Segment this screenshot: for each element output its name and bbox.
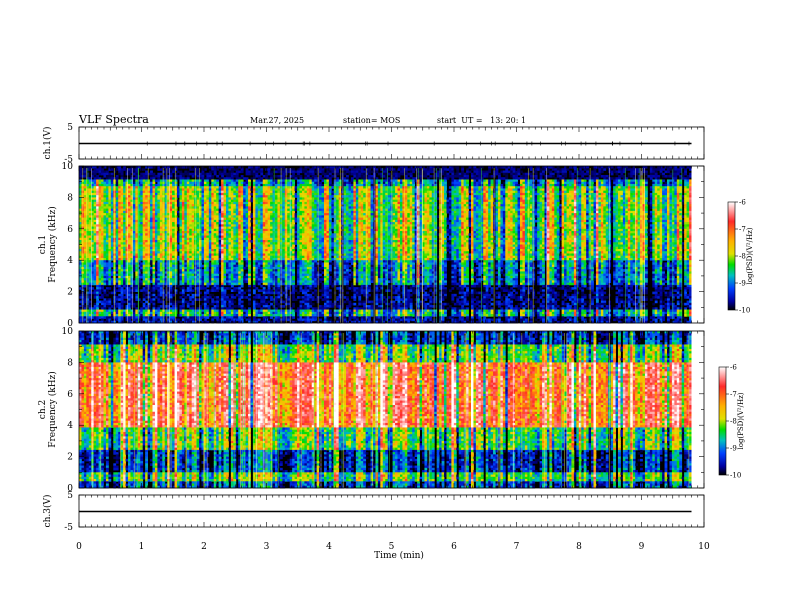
header-date: Mar.27, 2025 (250, 116, 304, 125)
ch1-y-axis-label: ch.1 (38, 235, 48, 254)
ch3-y-tick-label: 5 (67, 491, 73, 501)
ch1-colorbar-label: log(PSD)(V²/Hz) (746, 227, 754, 284)
x-tick-label: 10 (698, 542, 710, 552)
x-tick-label: 9 (639, 542, 645, 552)
colorbar-tick-label: -6 (739, 199, 746, 207)
ch1-y-axis-label: ch.1(V) (42, 127, 53, 160)
colorbar-tick-label: -8 (739, 253, 746, 261)
ch2-y-tick-label: 8 (67, 358, 73, 368)
x-tick-label: 0 (76, 542, 82, 552)
ch1-y-tick-label: 8 (67, 193, 73, 203)
x-tick-label: 6 (451, 542, 457, 552)
colorbar-tick-label: -9 (730, 445, 737, 453)
x-tick-label: 4 (326, 542, 332, 552)
x-axis-label: Time (min) (374, 550, 424, 561)
ch3-y-tick-label: -5 (64, 523, 73, 533)
ch1-y-tick-label: 4 (67, 256, 73, 266)
ch1-colorbar-gradient (728, 202, 735, 310)
x-tick-label: 3 (264, 542, 270, 552)
ch2-colorbar: -6 -7 -8 -9 -10 log(PSD)(V²/Hz) (719, 364, 745, 480)
chart-title: VLF Spectra (78, 113, 149, 126)
ch1-y-tick-label: 10 (62, 162, 74, 172)
ch2-y-tick-label: 2 (67, 453, 73, 463)
ch3-waveform-panel: 5 -5 ch.3(V) (42, 491, 704, 533)
colorbar-tick-label: -10 (739, 307, 750, 315)
header-station: station= MOS (343, 116, 400, 125)
ch2-spectrogram-image (79, 331, 692, 488)
ch1-y-tick-label: 2 (67, 288, 73, 298)
header-start-time: start UT = 13: 20: 1 (437, 116, 526, 125)
ch2-colorbar-gradient (719, 367, 726, 475)
ch2-y-tick-label: 4 (67, 421, 73, 431)
ch1-y-tick-label: 6 (67, 225, 73, 235)
colorbar-tick-label: -7 (730, 391, 737, 399)
ch2-y-axis-label: Frequency (kHz) (47, 371, 58, 448)
colorbar-tick-label: -10 (730, 472, 741, 480)
ch2-y-tick-label: 6 (67, 390, 73, 400)
ch3-y-axis-label: ch.3(V) (42, 495, 53, 528)
x-tick-label: 8 (576, 542, 582, 552)
vlf-spectra-figure: VLF Spectra Mar.27, 2025 station= MOS st… (0, 0, 792, 612)
ch1-y-axis-label: Frequency (kHz) (47, 206, 58, 283)
x-tick-label: 2 (201, 542, 207, 552)
x-tick-label: 1 (139, 542, 145, 552)
ch2-y-axis-label: ch.2 (38, 400, 48, 419)
ch1-y-tick-label: 5 (67, 123, 73, 133)
ch1-waveform-panel: 5-5ch.1(V) (42, 123, 704, 165)
colorbar-tick-label: -9 (739, 280, 746, 288)
colorbar-tick-label: -7 (739, 226, 746, 234)
ch1-colorbar: -6 -7 -8 -9 -10 log(PSD)(V²/Hz) (728, 199, 754, 315)
x-tick-label: 7 (514, 542, 520, 552)
ch2-y-tick-label: 10 (62, 327, 74, 337)
ch2-colorbar-label: log(PSD)(V²/Hz) (737, 392, 745, 449)
colorbar-tick-label: -8 (730, 418, 737, 426)
colorbar-tick-label: -6 (730, 364, 737, 372)
